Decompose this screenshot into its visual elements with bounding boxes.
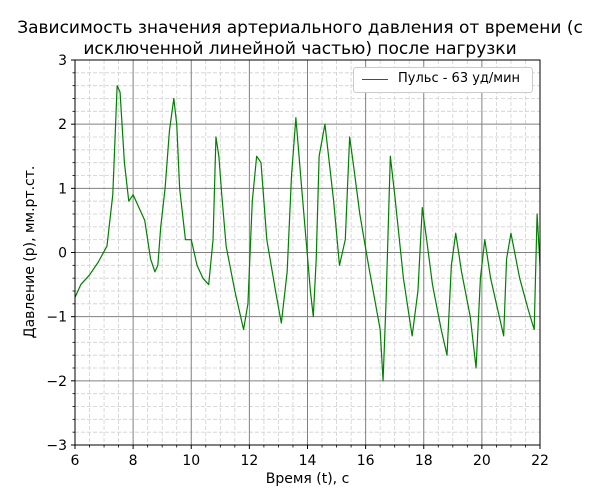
x-tick-label: 10: [182, 453, 200, 469]
x-tick-label: 6: [71, 453, 80, 469]
chart-title-line-2: исключенной линейной частью) после нагру…: [83, 39, 517, 59]
x-tick-label: 22: [531, 453, 549, 469]
x-tick-label: 12: [240, 453, 258, 469]
y-tick-label: −2: [46, 374, 67, 390]
legend: Пульс - 63 уд/мин: [353, 67, 533, 93]
legend-line-swatch: [362, 79, 388, 80]
y-tick-label: 3: [58, 53, 67, 69]
x-tick-label: 16: [357, 453, 375, 469]
y-tick-label: 1: [58, 181, 67, 197]
y-tick-label: 2: [58, 117, 67, 133]
x-tick-label: 14: [299, 453, 317, 469]
y-tick-label: −1: [46, 310, 67, 326]
chart-title-line-1: Зависимость значения артериального давле…: [17, 18, 583, 38]
series-layer: [74, 85, 541, 382]
x-tick-label: 8: [129, 453, 138, 469]
y-axis-label: Давление (p), мм.рт.ст.: [22, 165, 38, 339]
y-tick-label: −3: [46, 438, 67, 454]
x-tick-label: 18: [415, 453, 433, 469]
legend-entry-label: Пульс - 63 уд/мин: [398, 71, 521, 86]
x-axis-label: Время (t), с: [265, 471, 350, 487]
y-tick-label: 0: [58, 246, 67, 262]
series-line-0: [74, 85, 541, 382]
x-tick-label: 20: [473, 453, 491, 469]
